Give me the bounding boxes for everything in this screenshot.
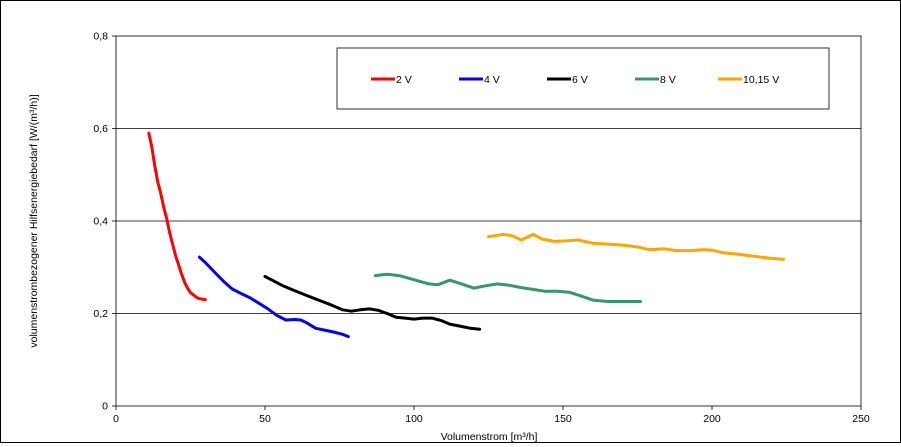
y-tick-label: 0,6	[93, 123, 108, 135]
x-tick-label: 200	[703, 413, 721, 425]
y-axis-label: volumenstrombezogener Hilfsenergiebedarf…	[28, 94, 40, 347]
y-tick-label: 0,8	[93, 31, 108, 43]
y-tick-label: 0	[102, 401, 108, 413]
series-line-2	[197, 255, 350, 339]
legend: 2 V 4 V 6 V 8 V 10,15 V	[371, 74, 779, 86]
legend-label: 6 V	[572, 74, 588, 86]
series-line-4	[373, 272, 642, 303]
x-tick-label: 150	[554, 413, 572, 425]
series-line-3	[263, 275, 482, 331]
series-line-1	[147, 131, 207, 302]
x-tick-label: 250	[852, 413, 870, 425]
legend-label: 8 V	[660, 74, 676, 86]
y-tick-label: 0,2	[93, 308, 108, 320]
x-tick-label: 50	[259, 413, 271, 425]
series-line-5	[487, 232, 785, 261]
x-axis-label: Volumenstrom [m³/h]	[441, 431, 538, 442]
y-tick-label: 0,4	[93, 216, 108, 228]
legend-label: 10,15 V	[743, 74, 779, 86]
x-tick-label: 100	[405, 413, 423, 425]
x-tick-label: 0	[113, 413, 119, 425]
legend-label: 2 V	[396, 74, 412, 86]
legend-box	[336, 47, 830, 110]
legend-label: 4 V	[484, 74, 500, 86]
